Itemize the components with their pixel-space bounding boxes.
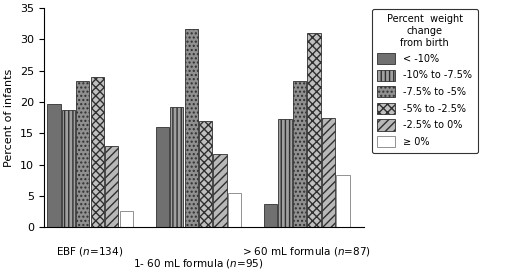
Bar: [199, 121, 212, 227]
Bar: [105, 146, 118, 227]
Bar: [170, 107, 183, 227]
Bar: [76, 81, 89, 227]
Bar: [336, 175, 349, 227]
Bar: [214, 154, 227, 227]
Text: EBF ($n$=134): EBF ($n$=134): [57, 245, 124, 258]
Legend: < -10%, -10% to -7.5%, -7.5% to -5%, -5% to -2.5%, -2.5% to 0%, ≥ 0%: < -10%, -10% to -7.5%, -7.5% to -5%, -5%…: [372, 9, 478, 153]
Bar: [184, 29, 198, 227]
Bar: [120, 212, 133, 227]
Bar: [47, 104, 61, 227]
Text: > 60 mL formula ($n$=87): > 60 mL formula ($n$=87): [242, 245, 371, 258]
Bar: [264, 204, 277, 227]
Bar: [62, 109, 75, 227]
Bar: [90, 77, 104, 227]
Bar: [308, 33, 321, 227]
Bar: [278, 119, 292, 227]
Bar: [322, 118, 335, 227]
Text: 1- 60 mL formula ($n$=95): 1- 60 mL formula ($n$=95): [133, 257, 264, 270]
Bar: [156, 127, 169, 227]
Bar: [293, 81, 306, 227]
Y-axis label: Percent of infants: Percent of infants: [4, 68, 14, 167]
Bar: [228, 193, 241, 227]
